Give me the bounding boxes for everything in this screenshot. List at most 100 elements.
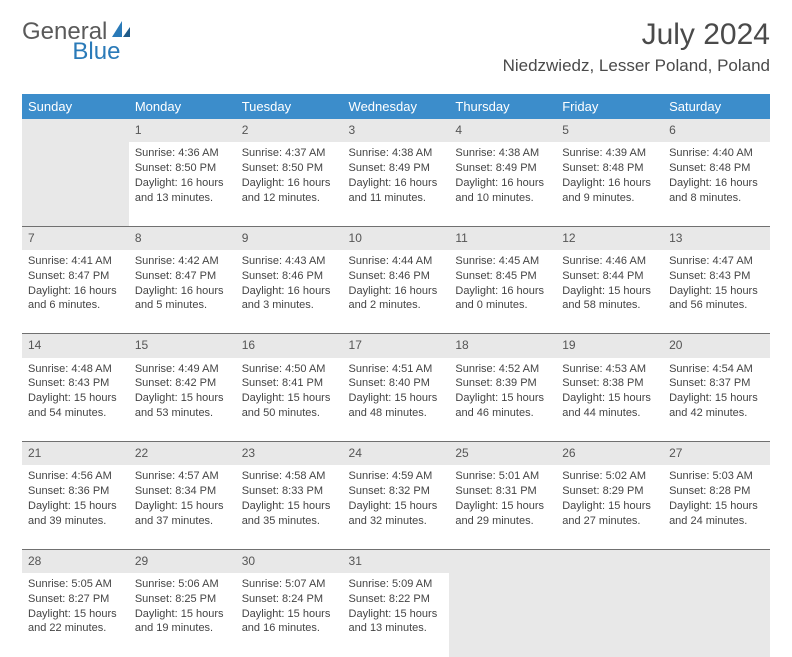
date-number-cell: 18 — [449, 334, 556, 358]
day-cell: Sunrise: 4:58 AMSunset: 8:33 PMDaylight:… — [236, 465, 343, 549]
daylight-line1: Daylight: 16 hours — [28, 284, 123, 299]
daylight-line1: Daylight: 15 hours — [242, 499, 337, 514]
day-number: 27 — [669, 445, 764, 461]
day-number: 21 — [28, 445, 123, 461]
sunset-text: Sunset: 8:45 PM — [455, 269, 550, 284]
day-cell: Sunrise: 4:40 AMSunset: 8:48 PMDaylight:… — [663, 142, 770, 226]
daylight-line2: and 6 minutes. — [28, 298, 123, 313]
sunset-text: Sunset: 8:43 PM — [669, 269, 764, 284]
day-number: 13 — [669, 230, 764, 246]
sunrise-text: Sunrise: 5:09 AM — [349, 577, 444, 592]
day-cell: Sunrise: 5:05 AMSunset: 8:27 PMDaylight:… — [22, 573, 129, 657]
sunrise-text: Sunrise: 4:43 AM — [242, 254, 337, 269]
sunrise-text: Sunrise: 4:52 AM — [455, 362, 550, 377]
date-number-cell: 9 — [236, 226, 343, 250]
day-cell: Sunrise: 5:02 AMSunset: 8:29 PMDaylight:… — [556, 465, 663, 549]
day-cell: Sunrise: 5:03 AMSunset: 8:28 PMDaylight:… — [663, 465, 770, 549]
date-number-cell: 14 — [22, 334, 129, 358]
date-number-cell — [663, 549, 770, 573]
sunset-text: Sunset: 8:46 PM — [349, 269, 444, 284]
weekday-header-row: Sunday Monday Tuesday Wednesday Thursday… — [22, 94, 770, 119]
sunrise-text: Sunrise: 4:44 AM — [349, 254, 444, 269]
day-number: 28 — [28, 553, 123, 569]
daylight-line1: Daylight: 15 hours — [135, 607, 230, 622]
logo-text-blue: Blue — [72, 38, 120, 66]
sunset-text: Sunset: 8:49 PM — [349, 161, 444, 176]
sunset-text: Sunset: 8:50 PM — [135, 161, 230, 176]
daylight-line2: and 13 minutes. — [349, 621, 444, 636]
sunset-text: Sunset: 8:31 PM — [455, 484, 550, 499]
day-number: 25 — [455, 445, 550, 461]
sunset-text: Sunset: 8:33 PM — [242, 484, 337, 499]
daylight-line2: and 12 minutes. — [242, 191, 337, 206]
date-number-cell: 15 — [129, 334, 236, 358]
month-title: July 2024 — [503, 18, 770, 52]
day-number: 11 — [455, 230, 550, 246]
daylight-line1: Daylight: 15 hours — [28, 607, 123, 622]
sunrise-text: Sunrise: 5:06 AM — [135, 577, 230, 592]
week-detail-row: Sunrise: 4:56 AMSunset: 8:36 PMDaylight:… — [22, 465, 770, 549]
sunset-text: Sunset: 8:28 PM — [669, 484, 764, 499]
day-number: 17 — [349, 337, 444, 353]
daylight-line1: Daylight: 16 hours — [669, 176, 764, 191]
daylight-line2: and 53 minutes. — [135, 406, 230, 421]
sunset-text: Sunset: 8:38 PM — [562, 376, 657, 391]
day-cell: Sunrise: 4:43 AMSunset: 8:46 PMDaylight:… — [236, 250, 343, 334]
daylight-line2: and 42 minutes. — [669, 406, 764, 421]
daylight-line1: Daylight: 15 hours — [562, 284, 657, 299]
day-cell: Sunrise: 4:44 AMSunset: 8:46 PMDaylight:… — [343, 250, 450, 334]
sunrise-text: Sunrise: 4:48 AM — [28, 362, 123, 377]
day-number: 2 — [242, 122, 337, 138]
daylight-line2: and 56 minutes. — [669, 298, 764, 313]
daylight-line2: and 35 minutes. — [242, 514, 337, 529]
daylight-line1: Daylight: 15 hours — [242, 607, 337, 622]
date-number-row: 78910111213 — [22, 226, 770, 250]
date-number-row: 14151617181920 — [22, 334, 770, 358]
date-number-cell: 30 — [236, 549, 343, 573]
sunset-text: Sunset: 8:29 PM — [562, 484, 657, 499]
day-cell: Sunrise: 4:57 AMSunset: 8:34 PMDaylight:… — [129, 465, 236, 549]
date-number-cell: 16 — [236, 334, 343, 358]
day-cell: Sunrise: 4:42 AMSunset: 8:47 PMDaylight:… — [129, 250, 236, 334]
daylight-line2: and 32 minutes. — [349, 514, 444, 529]
date-number-cell: 2 — [236, 119, 343, 142]
date-number-cell: 22 — [129, 442, 236, 466]
day-number: 16 — [242, 337, 337, 353]
date-number-cell: 6 — [663, 119, 770, 142]
day-cell — [663, 573, 770, 657]
weekday-header: Sunday — [22, 94, 129, 119]
daylight-line2: and 10 minutes. — [455, 191, 550, 206]
logo: General Blue — [22, 18, 182, 46]
daylight-line1: Daylight: 15 hours — [135, 499, 230, 514]
sunrise-text: Sunrise: 4:42 AM — [135, 254, 230, 269]
day-cell: Sunrise: 4:41 AMSunset: 8:47 PMDaylight:… — [22, 250, 129, 334]
date-number-cell: 11 — [449, 226, 556, 250]
date-number-cell: 19 — [556, 334, 663, 358]
sunrise-text: Sunrise: 4:38 AM — [455, 146, 550, 161]
day-number: 24 — [349, 445, 444, 461]
sunrise-text: Sunrise: 4:37 AM — [242, 146, 337, 161]
sunrise-text: Sunrise: 4:46 AM — [562, 254, 657, 269]
location-text: Niedzwiedz, Lesser Poland, Poland — [503, 56, 770, 76]
date-number-cell: 3 — [343, 119, 450, 142]
sunrise-text: Sunrise: 5:01 AM — [455, 469, 550, 484]
sunset-text: Sunset: 8:39 PM — [455, 376, 550, 391]
date-number-cell: 28 — [22, 549, 129, 573]
day-cell: Sunrise: 4:52 AMSunset: 8:39 PMDaylight:… — [449, 358, 556, 442]
date-number-cell: 5 — [556, 119, 663, 142]
daylight-line1: Daylight: 15 hours — [669, 284, 764, 299]
day-cell: Sunrise: 4:51 AMSunset: 8:40 PMDaylight:… — [343, 358, 450, 442]
day-number: 20 — [669, 337, 764, 353]
daylight-line2: and 27 minutes. — [562, 514, 657, 529]
day-number: 4 — [455, 122, 550, 138]
day-cell: Sunrise: 4:49 AMSunset: 8:42 PMDaylight:… — [129, 358, 236, 442]
sunrise-text: Sunrise: 4:40 AM — [669, 146, 764, 161]
date-number-cell: 12 — [556, 226, 663, 250]
date-number-cell: 1 — [129, 119, 236, 142]
date-number-cell: 25 — [449, 442, 556, 466]
day-cell: Sunrise: 4:56 AMSunset: 8:36 PMDaylight:… — [22, 465, 129, 549]
day-cell: Sunrise: 4:36 AMSunset: 8:50 PMDaylight:… — [129, 142, 236, 226]
day-cell — [449, 573, 556, 657]
day-cell: Sunrise: 4:47 AMSunset: 8:43 PMDaylight:… — [663, 250, 770, 334]
week-detail-row: Sunrise: 4:48 AMSunset: 8:43 PMDaylight:… — [22, 358, 770, 442]
